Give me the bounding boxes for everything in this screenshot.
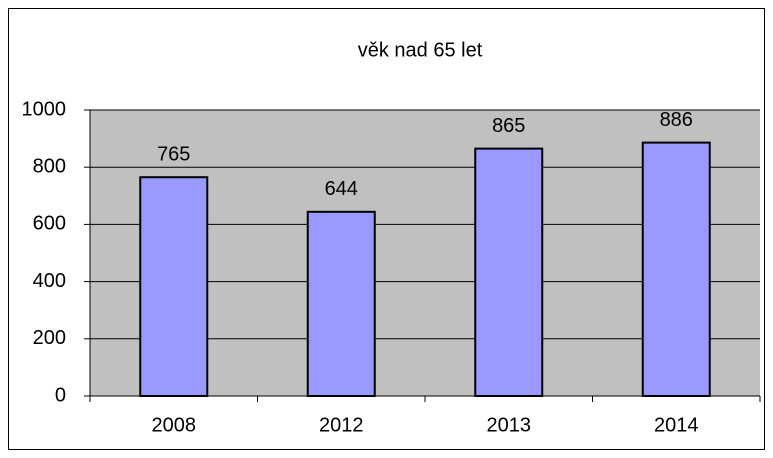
x-tick-label: 2008 (152, 414, 197, 436)
bar (139, 176, 209, 397)
x-tick-label: 2013 (487, 414, 532, 436)
bar (306, 210, 376, 397)
chart-title: věk nad 65 let (358, 39, 483, 61)
data-label: 765 (157, 143, 190, 165)
bar (474, 147, 544, 397)
y-tick-label: 800 (33, 155, 66, 177)
bar (641, 141, 711, 397)
y-tick-label: 0 (55, 384, 66, 406)
y-tick-label: 200 (33, 327, 66, 349)
data-label: 865 (492, 115, 525, 137)
data-label: 644 (325, 178, 358, 200)
x-tick-label: 2014 (654, 414, 699, 436)
data-label: 886 (660, 109, 693, 131)
x-tick-label: 2012 (319, 414, 364, 436)
y-tick-label: 400 (33, 270, 66, 292)
y-tick-label: 600 (33, 213, 66, 235)
y-tick-label: 1000 (22, 98, 67, 120)
